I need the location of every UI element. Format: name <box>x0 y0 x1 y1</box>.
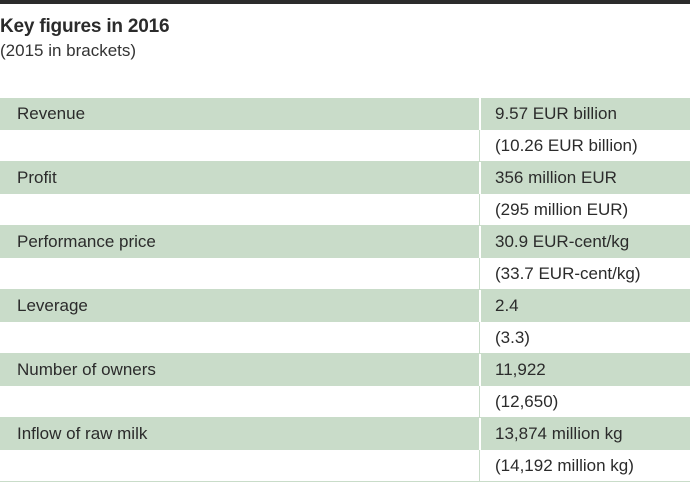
figure-label: Leverage <box>17 296 88 315</box>
figure-row-inflow-of-raw-milk-previous: (14,192 million kg) <box>0 450 690 482</box>
figure-row-inflow-of-raw-milk: Inflow of raw milk 13,874 million kg <box>0 418 690 450</box>
column-divider <box>479 450 480 481</box>
figure-row-revenue: Revenue 9.57 EUR billion <box>0 98 690 130</box>
figure-label: Revenue <box>17 104 86 123</box>
page-title: Key figures in 2016 <box>0 16 170 37</box>
figure-value-2016: 9.57 EUR billion <box>495 104 617 123</box>
figure-row-performance-price-previous: (33.7 EUR-cent/kg) <box>0 258 690 290</box>
page-subtitle: (2015 in brackets) <box>0 41 137 60</box>
figure-row-number-of-owners-previous: (12,650) <box>0 386 690 418</box>
figure-value-2015: (3.3) <box>495 328 530 347</box>
figure-value-2015: (33.7 EUR-cent/kg) <box>495 264 641 283</box>
figure-value-2016: 30.9 EUR-cent/kg <box>495 232 630 251</box>
figure-value-2015: (12,650) <box>495 392 559 411</box>
column-divider <box>479 162 481 194</box>
figure-label: Number of owners <box>17 360 156 379</box>
figure-row-profit: Profit 356 million EUR <box>0 162 690 194</box>
figure-label: Inflow of raw milk <box>17 424 148 443</box>
figure-label: Profit <box>17 168 57 187</box>
column-divider <box>479 418 481 450</box>
figure-value-2016: 356 million EUR <box>495 168 617 187</box>
column-divider <box>479 386 480 417</box>
figure-row-performance-price: Performance price 30.9 EUR-cent/kg <box>0 226 690 258</box>
figure-value-2015: (14,192 million kg) <box>495 456 634 475</box>
column-divider <box>479 130 480 161</box>
figure-row-revenue-previous: (10.26 EUR billion) <box>0 130 690 162</box>
figure-value-2016: 2.4 <box>495 296 519 315</box>
column-divider <box>479 322 480 353</box>
figure-value-2015: (295 million EUR) <box>495 200 629 219</box>
column-divider <box>479 194 480 225</box>
figure-value-2016: 11,922 <box>495 360 546 379</box>
column-divider <box>479 98 481 130</box>
figure-value-2016: 13,874 million kg <box>495 424 623 443</box>
column-divider <box>479 290 481 322</box>
column-divider <box>479 354 481 386</box>
key-figures-table: Revenue 9.57 EUR billion (10.26 EUR bill… <box>0 98 690 482</box>
column-divider <box>479 226 481 258</box>
figure-row-leverage-previous: (3.3) <box>0 322 690 354</box>
top-rule <box>0 0 690 4</box>
figure-row-number-of-owners: Number of owners 11,922 <box>0 354 690 386</box>
figure-label: Performance price <box>17 232 156 251</box>
figure-row-leverage: Leverage 2.4 <box>0 290 690 322</box>
column-divider <box>479 258 480 289</box>
figure-value-2015: (10.26 EUR billion) <box>495 136 638 155</box>
figure-row-profit-previous: (295 million EUR) <box>0 194 690 226</box>
